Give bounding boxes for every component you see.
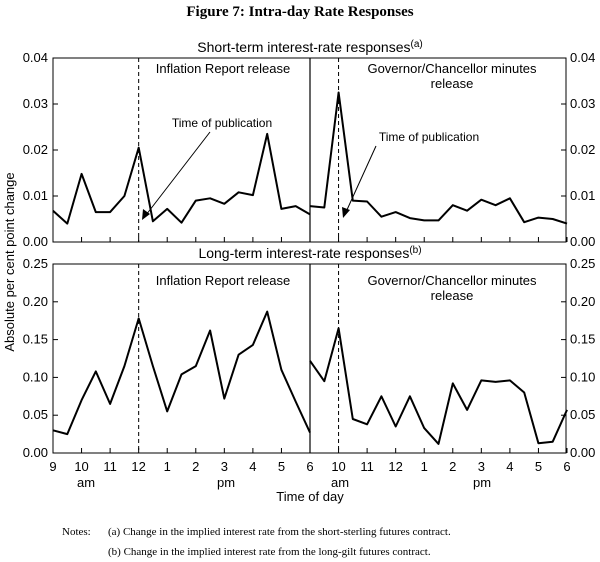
series-line (53, 134, 310, 224)
x-tick-label: 12 (388, 459, 402, 474)
note-b: (b) Change in the implied interest rate … (108, 546, 431, 558)
x-tick-label: 1 (164, 459, 171, 474)
annotation-publication-2: Time of publication (379, 130, 479, 144)
x-axis-label: Time of day (276, 489, 344, 504)
x-tick-label: 12 (131, 459, 145, 474)
annotation-arrow-1 (146, 132, 210, 215)
x-tick-label: 10 (331, 459, 345, 474)
y-tick-label-left: 0.00 (23, 445, 48, 460)
y-tick-label-right: 0.10 (570, 369, 595, 384)
figure-title: Figure 7: Intra-day Rate Responses (186, 4, 413, 20)
y-tick-label-right: 0.00 (570, 445, 595, 460)
y-tick-label-left: 0.25 (23, 256, 48, 271)
title-note: (a) (410, 39, 422, 50)
x-tick-label: 4 (506, 459, 513, 474)
chart-title: Short-term interest-rate responses(a) (197, 39, 422, 55)
series-line (53, 312, 310, 435)
x-tick-label: 11 (360, 459, 374, 474)
x-tick-label: 3 (221, 459, 228, 474)
arrowhead-2 (342, 207, 350, 218)
series-line (310, 328, 567, 444)
series-line (310, 93, 567, 224)
x-sublabel-am: am (77, 475, 95, 490)
panel-label-inflation: Inflation Report release (156, 273, 290, 288)
notes: Notes:(a) Change in the implied interest… (62, 522, 451, 562)
x-tick-label: 4 (249, 459, 256, 474)
x-tick-label: 5 (278, 459, 285, 474)
x-tick-label: 2 (449, 459, 456, 474)
x-tick-label: 10 (74, 459, 88, 474)
x-tick-label: 11 (103, 459, 117, 474)
x-tick-label: 1 (421, 459, 428, 474)
y-tick-label-right: 0.25 (570, 256, 595, 271)
y-axis-label: Absolute per cent point change (2, 172, 17, 351)
y-tick-label-right: 0.15 (570, 332, 595, 347)
x-tick-label: 6 (563, 459, 570, 474)
chart-title: Long-term interest-rate responses(b) (198, 245, 421, 261)
note-a: (a) Change in the implied interest rate … (108, 526, 451, 538)
x-sublabel-pm: pm (473, 475, 491, 490)
long-term-chart: Long-term interest-rate responses(b) 0.00… (23, 245, 596, 460)
y-tick-label-left: 0.04 (23, 50, 48, 65)
y-tick-label-right: 0.20 (570, 294, 595, 309)
x-tick-label: 3 (478, 459, 485, 474)
y-tick-label-left: 0.03 (23, 96, 48, 111)
notes-label: Notes: (62, 522, 108, 542)
y-tick-label-right: 0.01 (570, 188, 595, 203)
annotation-publication-1: Time of publication (172, 116, 272, 130)
y-tick-label-left: 0.01 (23, 188, 48, 203)
note-a-row: Notes:(a) Change in the implied interest… (62, 522, 451, 542)
y-tick-label-left: 0.10 (23, 369, 48, 384)
y-tick-label-left: 0.15 (23, 332, 48, 347)
x-sublabel-pm: pm (217, 475, 235, 490)
x-sublabel-am: am (331, 475, 349, 490)
x-tick-label: 9 (49, 459, 56, 474)
y-tick-label-right: 0.04 (570, 50, 595, 65)
x-tick-label: 2 (192, 459, 199, 474)
y-tick-label-left: 0.02 (23, 142, 48, 157)
figure-canvas: Figure 7: Intra-day Rate Responses Absol… (0, 0, 600, 520)
note-b-row: (b) Change in the implied interest rate … (62, 542, 451, 562)
y-tick-label-right: 0.05 (570, 407, 595, 422)
y-tick-label-right: 0.00 (570, 234, 595, 249)
x-tick-label: 6 (306, 459, 313, 474)
y-tick-label-left: 0.20 (23, 294, 48, 309)
short-term-chart: Short-term interest-rate responses(a) 0.0… (23, 39, 596, 249)
y-tick-label-right: 0.03 (570, 96, 595, 111)
panel-label-inflation: Inflation Report release (156, 61, 290, 76)
y-tick-label-right: 0.02 (570, 142, 595, 157)
title-note: (b) (409, 245, 421, 256)
x-tick-label: 5 (535, 459, 542, 474)
y-tick-label-left: 0.00 (23, 234, 48, 249)
y-tick-label-left: 0.05 (23, 407, 48, 422)
